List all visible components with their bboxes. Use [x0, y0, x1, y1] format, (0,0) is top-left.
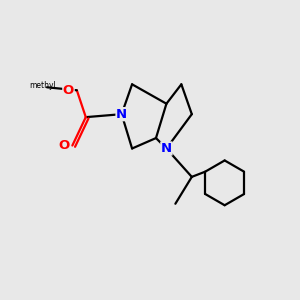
Text: N: N [116, 108, 127, 121]
Text: O: O [58, 139, 70, 152]
Text: O: O [63, 84, 74, 97]
Text: N: N [161, 142, 172, 155]
Text: methyl: methyl [29, 81, 56, 90]
